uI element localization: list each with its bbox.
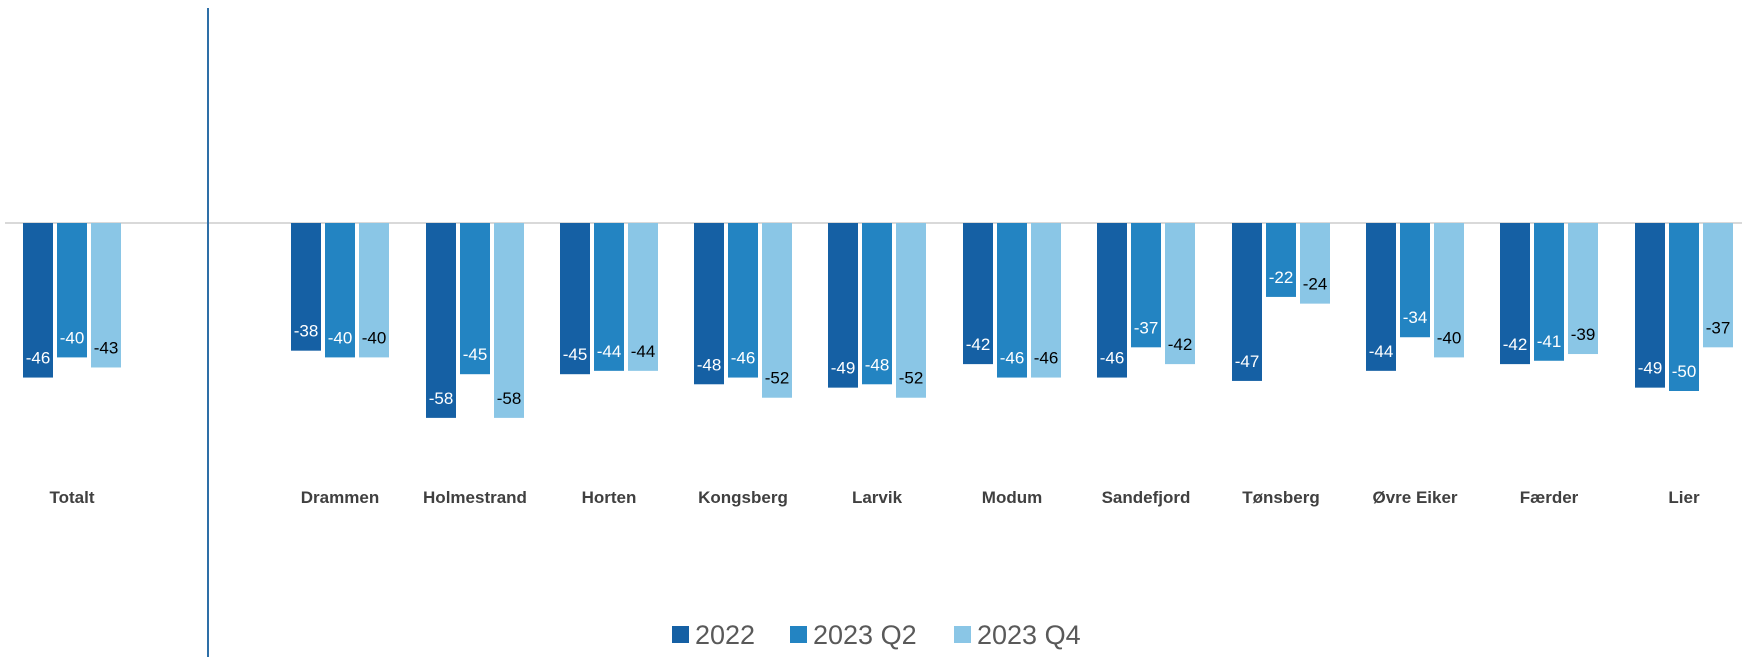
bar-2023-q2-1: [325, 223, 355, 358]
category-label: Holmestrand: [423, 488, 527, 507]
data-label: -46: [731, 349, 756, 368]
bar-2023-q4-10: [1568, 223, 1598, 355]
data-label: -58: [497, 389, 522, 408]
bar-2023-q4-11: [1703, 223, 1733, 348]
bars-group: [23, 223, 1733, 418]
legend-swatch: [954, 626, 971, 643]
bar-2023-q2-7: [1131, 223, 1161, 348]
data-label: -43: [94, 338, 119, 357]
data-label: -47: [1235, 352, 1260, 371]
bar-2023-q4-4: [762, 223, 792, 398]
legend-swatch: [672, 626, 689, 643]
bar-2023-q4-7: [1165, 223, 1195, 365]
data-label: -49: [1638, 359, 1663, 378]
category-label: Drammen: [301, 488, 379, 507]
bar-2023-q4-5: [896, 223, 926, 398]
category-label: Lier: [1668, 488, 1700, 507]
data-label: -37: [1134, 318, 1159, 337]
bar-2023-q2-10: [1534, 223, 1564, 361]
bar-2022-10: [1500, 223, 1530, 365]
data-label: -45: [563, 345, 588, 364]
category-label: Sandefjord: [1102, 488, 1191, 507]
data-label: -40: [328, 328, 353, 347]
legend: 2022 2023 Q2 2023 Q4: [672, 620, 1081, 650]
bar-2023-q2-5: [862, 223, 892, 385]
bar-2022-3: [560, 223, 590, 375]
data-label: -38: [294, 322, 319, 341]
bar-2023-q2-8: [1266, 223, 1296, 297]
data-label: -40: [60, 328, 85, 347]
bar-2023-q2-3: [594, 223, 624, 371]
bar-2022-6: [963, 223, 993, 365]
bar-2023-q4-0: [91, 223, 121, 368]
category-label: Kongsberg: [698, 488, 788, 507]
category-label: Larvik: [852, 488, 903, 507]
data-label: -44: [597, 342, 622, 361]
bar-2022-1: [291, 223, 321, 351]
data-label: -46: [1100, 349, 1125, 368]
data-label: -52: [765, 369, 790, 388]
bar-2023-q4-2: [494, 223, 524, 418]
bar-2022-7: [1097, 223, 1127, 378]
bar-2023-q2-9: [1400, 223, 1430, 338]
data-label: -58: [429, 389, 454, 408]
data-label: -50: [1672, 362, 1697, 381]
data-label: -42: [1168, 335, 1193, 354]
bar-2023-q4-9: [1434, 223, 1464, 358]
data-label: -34: [1403, 308, 1428, 327]
data-label: -52: [899, 369, 924, 388]
data-label: -46: [1034, 349, 1059, 368]
bar-2022-4: [694, 223, 724, 385]
bar-2022-2: [426, 223, 456, 418]
data-label: -48: [865, 355, 890, 374]
data-label: -49: [831, 359, 856, 378]
data-label: -40: [362, 328, 387, 347]
data-label: -44: [631, 342, 656, 361]
data-label: -42: [1503, 335, 1528, 354]
data-label: -46: [26, 349, 51, 368]
category-label: Totalt: [49, 488, 94, 507]
bar-2022-8: [1232, 223, 1262, 381]
category-label: Øvre Eiker: [1372, 488, 1457, 507]
bar-2022-9: [1366, 223, 1396, 371]
category-label: Færder: [1520, 488, 1579, 507]
data-label: -41: [1537, 332, 1562, 351]
data-label: -45: [463, 345, 488, 364]
data-label: -48: [697, 355, 722, 374]
data-label: -44: [1369, 342, 1394, 361]
category-label: Horten: [582, 488, 637, 507]
legend-label: 2023 Q4: [977, 620, 1081, 650]
bar-2023-q2-6: [997, 223, 1027, 378]
bar-2023-q4-1: [359, 223, 389, 358]
data-label: -40: [1437, 328, 1462, 347]
data-label: -37: [1706, 318, 1731, 337]
labels-group: -46 -40 -43 Totalt -38 -40 -40 Drammen -58 -45 -58…: [26, 268, 1731, 507]
category-label: Tønsberg: [1242, 488, 1319, 507]
bar-2023-q4-3: [628, 223, 658, 371]
data-label: -22: [1269, 268, 1294, 287]
bar-2022-0: [23, 223, 53, 378]
legend-label: 2022: [695, 620, 755, 650]
data-label: -39: [1571, 325, 1596, 344]
data-label: -42: [966, 335, 991, 354]
bar-2023-q2-2: [460, 223, 490, 375]
category-label: Modum: [982, 488, 1042, 507]
bar-2023-q2-11: [1669, 223, 1699, 391]
bar-2023-q2-0: [57, 223, 87, 358]
bar-2022-11: [1635, 223, 1665, 388]
bar-2022-5: [828, 223, 858, 388]
bar-2023-q2-4: [728, 223, 758, 378]
legend-swatch: [790, 626, 807, 643]
data-label: -46: [1000, 349, 1025, 368]
legend-label: 2023 Q2: [813, 620, 917, 650]
bar-2023-q4-8: [1300, 223, 1330, 304]
data-label: -24: [1303, 275, 1328, 294]
bar-2023-q4-6: [1031, 223, 1061, 378]
